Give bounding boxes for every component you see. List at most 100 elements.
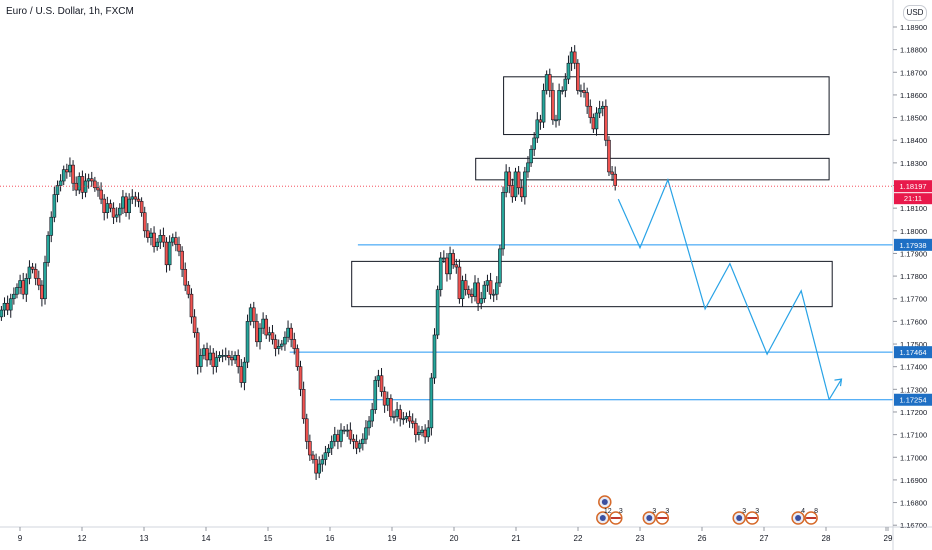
- level-price-tag[interactable]: [894, 346, 932, 359]
- candle-body: [495, 282, 499, 295]
- candle-body: [55, 185, 60, 195]
- price-tick-label: 1.17400: [900, 363, 927, 372]
- candle-body: [460, 280, 465, 300]
- candle-body: [535, 119, 540, 139]
- price-tick-label: 1.17000: [900, 453, 927, 462]
- candle-body: [96, 187, 100, 191]
- candle-body: [426, 427, 431, 438]
- candle-body: [220, 355, 225, 357]
- price-tick-label: 1.18500: [900, 114, 927, 123]
- candle-body: [177, 244, 181, 252]
- candle-body: [579, 90, 583, 92]
- candle-body: [18, 280, 22, 288]
- time-axis[interactable]: 9 12 13 14 15 16 19 20 21 22 23 26 27 28 29: [0, 526, 932, 543]
- candle-body: [280, 343, 284, 347]
- level-price-label[interactable]: 1.17254: [899, 396, 926, 405]
- candle-body: [314, 459, 318, 474]
- candle-body: [136, 198, 141, 202]
- price-tick-label: 1.18700: [900, 68, 927, 77]
- level-price-tag[interactable]: [894, 393, 932, 406]
- candle-body: [223, 355, 228, 357]
- candle-body: [186, 284, 191, 295]
- event-count-label: 3: [652, 508, 656, 515]
- event-count-label: 3: [619, 508, 623, 515]
- candle-body: [195, 332, 200, 367]
- candle-body: [345, 429, 350, 432]
- candle-body: [273, 339, 278, 349]
- time-tick-label: 20: [450, 534, 459, 543]
- candle-body: [563, 78, 568, 91]
- candle-body: [404, 416, 409, 420]
- level-price-label[interactable]: 1.17938: [899, 241, 926, 250]
- current-price-label[interactable]: 1.18197: [899, 182, 926, 191]
- candle-body: [33, 269, 38, 279]
- candle-body: [479, 298, 484, 304]
- currency-button[interactable]: USD: [903, 5, 927, 21]
- candle-body: [588, 105, 593, 118]
- candle-body: [357, 443, 362, 449]
- candle-body: [102, 198, 107, 213]
- candle-body: [295, 348, 300, 367]
- candle-body: [239, 366, 244, 383]
- candle-body: [367, 420, 371, 429]
- event-count-label: 12: [604, 508, 612, 515]
- candle-body: [597, 108, 602, 114]
- candle-body: [348, 429, 353, 440]
- candle-body: [398, 409, 403, 420]
- candle-body: [211, 352, 216, 367]
- candle-body: [569, 51, 574, 64]
- event-count-label: 3: [755, 508, 759, 515]
- candle-body: [68, 164, 72, 173]
- candle-body: [133, 196, 138, 200]
- price-tick-label: 1.17100: [900, 431, 927, 440]
- event-flag-dot: [646, 515, 653, 521]
- projected-path: [617, 178, 843, 400]
- zone-rectangle: [351, 260, 833, 308]
- price-tick-label: 1.18600: [900, 91, 927, 100]
- countdown-tag: [894, 193, 932, 205]
- candle-body: [610, 171, 614, 175]
- candle-body: [410, 420, 415, 424]
- time-tick-label: 27: [760, 534, 769, 543]
- price-tick-label: 1.17600: [900, 317, 927, 326]
- candle-body: [435, 289, 440, 336]
- candle-body: [354, 441, 359, 449]
- candle-body: [199, 355, 203, 367]
- candle-body: [236, 355, 240, 367]
- candle-body: [407, 416, 412, 422]
- price-tick-label: 1.18400: [900, 136, 927, 145]
- candle-body: [572, 51, 577, 64]
- candle-body: [504, 171, 508, 193]
- candle-body: [155, 241, 159, 247]
- candle-body: [230, 357, 234, 361]
- candle-body: [445, 257, 449, 275]
- zone-rectangle: [503, 76, 830, 136]
- candle-body: [105, 203, 110, 213]
- candle-body: [183, 269, 188, 286]
- candle-body: [251, 307, 256, 322]
- candle-body: [604, 105, 608, 141]
- economic-events[interactable]: 12 3 3 3 3 3 4 8: [596, 495, 818, 525]
- candle-body: [532, 137, 536, 150]
- level-price-label[interactable]: 1.17464: [899, 348, 926, 357]
- current-price-tag[interactable]: [894, 180, 932, 193]
- candle-body: [58, 180, 63, 186]
- level-price-tag[interactable]: [894, 238, 932, 251]
- candle-body: [93, 180, 97, 189]
- candle-body: [554, 119, 558, 122]
- candle-body: [420, 429, 424, 433]
- candle-body: [466, 289, 471, 295]
- price-axis[interactable]: 1.16700 1.16800 1.16900 1.17000 1.17100 1.172…: [892, 0, 932, 550]
- candle-body: [99, 189, 103, 200]
- candle-body: [43, 262, 47, 300]
- candle-body: [292, 339, 297, 349]
- event-count-label: 3: [742, 508, 746, 515]
- candle-body: [117, 207, 122, 216]
- candle-body: [516, 171, 521, 189]
- candle-body: [139, 201, 144, 213]
- event-count-label: 4: [801, 508, 805, 515]
- candle-body: [594, 112, 599, 130]
- candle-body: [65, 169, 69, 173]
